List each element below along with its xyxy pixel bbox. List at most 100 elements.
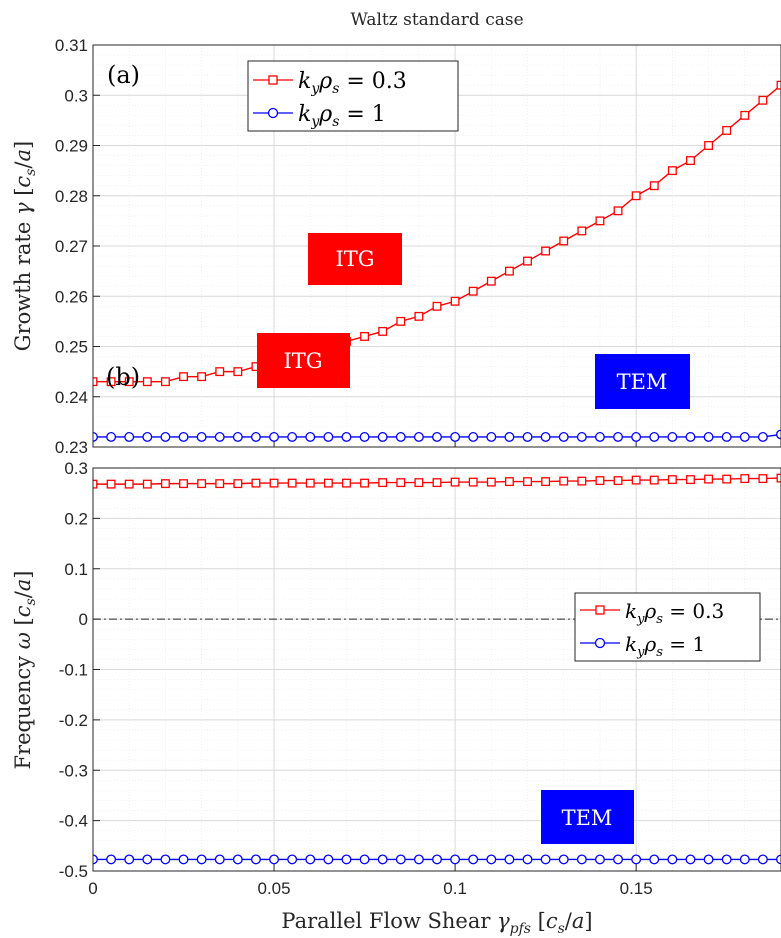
- data-point-circle: [649, 854, 660, 865]
- y-tick-label: 0: [79, 610, 88, 629]
- data-point-circle: [450, 432, 461, 442]
- data-point-circle: [178, 432, 189, 442]
- data-point-square: [432, 478, 442, 488]
- data-point-circle: [522, 854, 533, 865]
- panel-a-tem-box: [595, 354, 690, 409]
- data-point-square: [142, 479, 152, 489]
- data-point-circle: [631, 854, 642, 865]
- data-point-square: [251, 478, 261, 488]
- data-point-circle: [93, 432, 98, 442]
- data-point-circle: [594, 854, 605, 865]
- data-point-circle: [142, 432, 153, 442]
- data-point-square: [613, 476, 623, 486]
- data-point-circle: [613, 432, 624, 442]
- y-tick-label: -0.5: [59, 862, 88, 881]
- legend-b-red-marker: [595, 605, 605, 615]
- y-tick-label: 0.2: [64, 509, 88, 528]
- legend-a-blue-label: kyρs = 1: [298, 102, 386, 130]
- y-tick-label: -0.4: [59, 812, 88, 831]
- data-point-square: [541, 246, 551, 256]
- data-point-square: [142, 377, 152, 387]
- data-point-circle: [576, 432, 587, 442]
- y-tick-label: 0.3: [64, 86, 88, 105]
- data-point-circle: [287, 854, 298, 865]
- data-point-circle: [685, 854, 696, 865]
- data-point-circle: [196, 854, 207, 865]
- y-tick-label: 0.24: [55, 388, 88, 407]
- legend-b-red-label: kyρs = 0.3: [625, 599, 724, 627]
- data-point-square: [287, 478, 297, 488]
- panel-a-annotation-itg: ITG: [308, 233, 402, 285]
- data-point-circle: [721, 432, 732, 442]
- y-tick-label: 0.27: [55, 237, 88, 256]
- data-point-circle: [93, 854, 98, 865]
- data-point-square: [595, 216, 605, 226]
- x-tick-label: 0.1: [443, 879, 467, 898]
- x-tick-label: 0.15: [620, 879, 653, 898]
- data-point-square: [486, 276, 496, 286]
- data-point-circle: [757, 854, 768, 865]
- data-point-square: [631, 475, 641, 485]
- panel-a-tem-text: TEM: [617, 370, 668, 394]
- data-point-square: [704, 141, 714, 150]
- data-point-circle: [395, 854, 406, 865]
- panel-b-itg-box: [257, 333, 350, 388]
- data-point-square: [504, 266, 514, 276]
- panel-b-annotation-tem: TEM: [541, 790, 634, 844]
- data-point-circle: [269, 432, 280, 442]
- panel-a-legend: kyρs = 0.3 kyρs = 1: [247, 60, 459, 132]
- data-point-circle: [486, 432, 497, 442]
- data-point-circle: [558, 854, 569, 865]
- data-point-square: [360, 331, 370, 341]
- data-point-circle: [142, 854, 153, 865]
- legend-b-blue-marker: [594, 637, 606, 649]
- data-point-square: [233, 367, 243, 377]
- data-point-circle: [432, 854, 442, 865]
- data-point-circle: [558, 432, 569, 442]
- data-point-square: [414, 478, 424, 488]
- panel-b-label: (b): [106, 363, 140, 391]
- data-point-square: [160, 377, 170, 387]
- panel-b-legend: kyρs = 0.3 kyρs = 1: [574, 592, 761, 662]
- panel-b-ylabel: Frequency ω [cs/a]: [11, 570, 39, 769]
- y-tick-label: 0.3: [64, 459, 88, 478]
- data-point-square: [305, 478, 315, 488]
- panel-a-itg-box: [308, 233, 402, 285]
- y-tick-label: 0.29: [55, 137, 88, 156]
- legend-a-red-label: kyρs = 0.3: [298, 69, 407, 97]
- data-point-square: [559, 236, 569, 246]
- legend-a-blue-marker: [267, 107, 279, 119]
- data-point-circle: [432, 432, 442, 442]
- panel-b-frame: [92, 467, 781, 872]
- y-tick-label: 0.28: [55, 187, 88, 206]
- data-point-circle: [450, 854, 461, 865]
- data-point-circle: [522, 432, 533, 442]
- data-point-circle: [287, 432, 298, 442]
- data-point-square: [486, 477, 496, 487]
- data-point-circle: [649, 432, 660, 442]
- data-point-square: [686, 156, 695, 166]
- data-point-circle: [468, 432, 479, 442]
- data-point-square: [360, 478, 370, 488]
- y-tick-label: 0.1: [64, 560, 88, 579]
- data-point-square: [450, 477, 460, 487]
- data-point-circle: [250, 854, 261, 865]
- data-point-square: [179, 372, 188, 382]
- x-axis-label: Parallel Flow Shear γpfs [cs/a]: [281, 909, 592, 937]
- data-point-square: [722, 474, 732, 484]
- data-point-circle: [504, 432, 515, 442]
- data-point-square: [93, 479, 98, 489]
- data-point-square: [541, 477, 551, 487]
- data-point-square: [758, 95, 768, 105]
- data-point-circle: [776, 854, 781, 865]
- data-point-square: [124, 479, 134, 489]
- data-point-square: [179, 479, 188, 489]
- data-point-square: [378, 326, 388, 336]
- data-point-circle: [594, 432, 605, 442]
- data-point-circle: [739, 432, 750, 442]
- data-point-circle: [341, 432, 352, 442]
- data-point-square: [631, 191, 641, 201]
- data-point-square: [649, 475, 659, 485]
- data-point-square: [215, 479, 225, 489]
- data-point-square: [504, 477, 514, 487]
